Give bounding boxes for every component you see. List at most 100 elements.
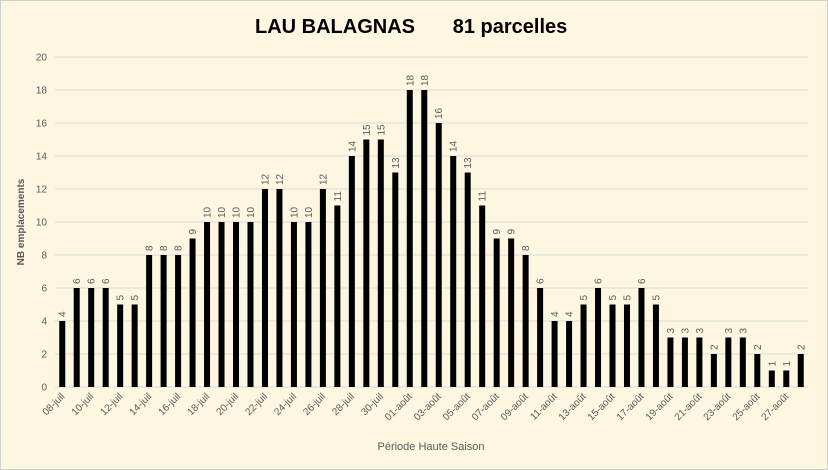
- value-label: 12: [275, 173, 286, 185]
- value-label: 8: [174, 245, 185, 251]
- value-label: 3: [724, 328, 735, 334]
- bar: [696, 337, 703, 387]
- bar: [377, 139, 384, 387]
- chart-title: LAU BALAGNAS: [255, 16, 415, 38]
- value-label: 5: [116, 295, 127, 301]
- value-label: 5: [579, 295, 590, 301]
- bar: [725, 337, 732, 387]
- value-label: 15: [376, 124, 387, 136]
- value-label: 10: [304, 206, 315, 218]
- bar: [175, 255, 182, 387]
- value-label: 14: [347, 140, 358, 152]
- bar: [522, 255, 529, 387]
- value-label: 2: [709, 344, 720, 350]
- y-tick-label: 14: [36, 152, 48, 163]
- bar: [160, 255, 167, 387]
- value-label: 10: [246, 206, 257, 218]
- value-label: 3: [738, 328, 749, 334]
- value-label: 3: [695, 328, 706, 334]
- value-label: 6: [594, 278, 605, 284]
- y-tick-label: 10: [36, 218, 48, 229]
- chart-subtitle: 81 parcelles: [453, 16, 568, 38]
- bar: [479, 205, 486, 387]
- x-axis-title: Période Haute Saison: [377, 441, 484, 453]
- y-axis-title: NB emplacements: [16, 178, 27, 265]
- bar: [566, 321, 573, 387]
- value-label: 3: [680, 328, 691, 334]
- bar: [667, 337, 674, 387]
- value-label: 6: [536, 278, 547, 284]
- bar: [783, 370, 790, 387]
- value-label: 2: [796, 344, 807, 350]
- value-label: 8: [521, 245, 532, 251]
- bar: [88, 288, 95, 387]
- value-label: 16: [434, 107, 445, 119]
- bar: [117, 304, 124, 387]
- bar: [464, 172, 471, 387]
- value-label: 3: [666, 328, 677, 334]
- value-label: 13: [463, 157, 474, 169]
- value-label: 10: [232, 206, 243, 218]
- bar: [551, 321, 558, 387]
- value-label: 8: [145, 245, 156, 251]
- bar: [609, 304, 616, 387]
- bar: [580, 304, 587, 387]
- bar: [261, 189, 268, 387]
- bar: [392, 172, 399, 387]
- bar: [508, 238, 515, 387]
- bar: [363, 139, 370, 387]
- value-label: 6: [637, 278, 648, 284]
- bar: [421, 90, 428, 387]
- bar: [739, 337, 746, 387]
- value-label: 4: [565, 311, 576, 317]
- bar: [334, 205, 341, 387]
- bar: [435, 123, 442, 387]
- y-tick-label: 0: [41, 383, 47, 394]
- bar: [406, 90, 413, 387]
- bar: [638, 288, 645, 387]
- value-label: 5: [622, 295, 633, 301]
- value-label: 11: [333, 191, 344, 202]
- bar: [73, 288, 80, 387]
- y-tick-label: 18: [36, 86, 48, 97]
- value-label: 15: [362, 124, 373, 136]
- bar: [623, 304, 630, 387]
- value-label: 10: [289, 206, 300, 218]
- value-label: 12: [318, 173, 329, 185]
- bar: [233, 222, 240, 387]
- y-tick-label: 16: [36, 119, 48, 130]
- value-label: 18: [420, 74, 431, 86]
- bar: [797, 354, 804, 387]
- bar: [276, 189, 283, 387]
- bar: [305, 222, 312, 387]
- bar: [59, 321, 66, 387]
- bar: [102, 288, 109, 387]
- value-label: 6: [72, 278, 83, 284]
- bar: [218, 222, 225, 387]
- value-label: 12: [260, 173, 271, 185]
- y-tick-label: 12: [36, 185, 48, 196]
- bar: [146, 255, 153, 387]
- value-label: 5: [130, 295, 141, 301]
- value-label: 5: [608, 295, 619, 301]
- y-tick-label: 4: [41, 317, 47, 328]
- bar: [290, 222, 297, 387]
- y-tick-label: 8: [41, 251, 47, 262]
- value-label: 1: [767, 361, 778, 367]
- bar: [247, 222, 254, 387]
- value-label: 5: [651, 295, 662, 301]
- bar: [681, 337, 688, 387]
- y-tick-label: 20: [36, 53, 48, 64]
- bar: [319, 189, 326, 387]
- value-label: 6: [87, 278, 98, 284]
- bar: [348, 156, 355, 387]
- value-label: 11: [478, 191, 489, 202]
- value-label: 18: [405, 74, 416, 86]
- value-label: 8: [159, 245, 170, 251]
- value-label: 9: [188, 229, 199, 235]
- bar: [450, 156, 457, 387]
- bar: [204, 222, 211, 387]
- value-label: 4: [58, 311, 69, 317]
